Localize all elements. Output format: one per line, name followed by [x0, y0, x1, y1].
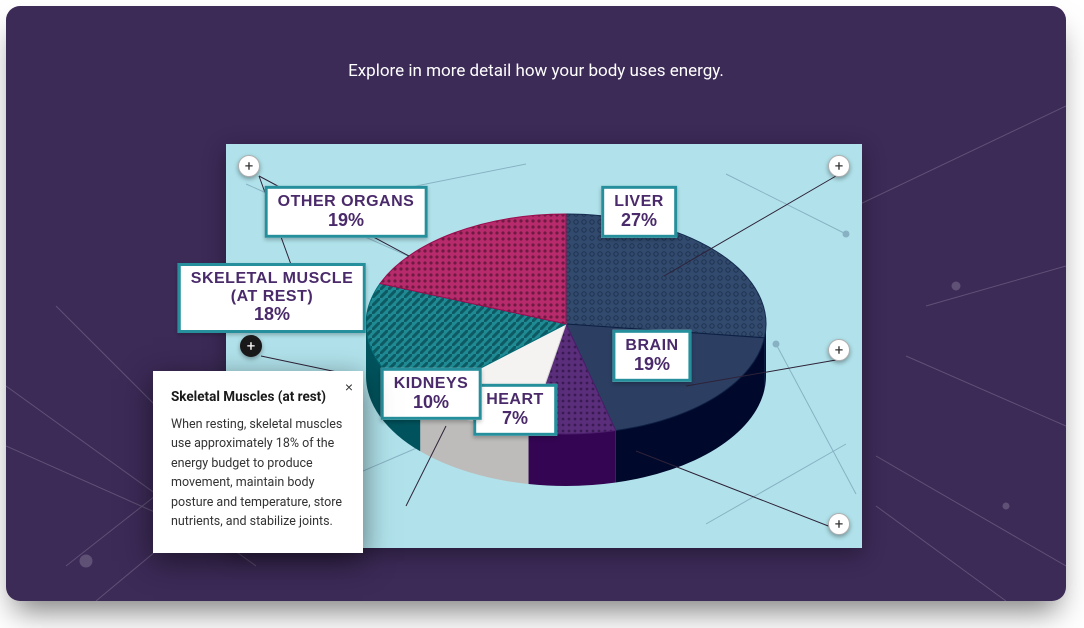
slice-label-name: OTHER ORGANS [278, 193, 415, 211]
hotspot-top_left[interactable]: + [238, 155, 260, 177]
slice-label-name: SKELETAL MUSCLE (AT REST) [191, 270, 353, 305]
hotspot-bot_right[interactable]: + [828, 513, 850, 535]
infographic-frame: Explore in more detail how your body use… [6, 6, 1066, 601]
tooltip-title: Skeletal Muscles (at rest) [171, 389, 345, 405]
slice-label-pct: 10% [394, 392, 469, 412]
slice-label-name: BRAIN [625, 337, 678, 355]
slice-label-brain: BRAIN19% [612, 330, 691, 382]
hotspot-top_right[interactable]: + [828, 155, 850, 177]
page-title: Explore in more detail how your body use… [6, 61, 1066, 81]
slice-label-kidneys: KIDNEYS10% [381, 368, 482, 420]
slice-label-muscle: SKELETAL MUSCLE (AT REST)18% [178, 263, 366, 333]
slice-label-pct: 19% [625, 354, 678, 374]
slice-label-pct: 19% [278, 210, 415, 230]
slice-label-liver: LIVER27% [601, 186, 677, 238]
slice-label-pct: 7% [486, 408, 544, 428]
slice-label-name: HEART [486, 391, 544, 409]
pie-chart [356, 194, 776, 494]
hotspot-muscle_open[interactable]: + [240, 335, 262, 357]
slice-label-other: OTHER ORGANS19% [265, 186, 428, 238]
pie-side-heart [529, 431, 616, 486]
tooltip-body: When resting, skeletal muscles use appro… [171, 415, 345, 531]
slice-label-name: LIVER [614, 193, 664, 211]
slice-label-pct: 27% [614, 210, 664, 230]
close-icon[interactable]: × [345, 379, 353, 395]
hotspot-mid_right[interactable]: + [828, 339, 850, 361]
slice-label-heart: HEART7% [473, 384, 557, 436]
tooltip-skeletal-muscles: × Skeletal Muscles (at rest) When restin… [153, 371, 363, 553]
slice-label-pct: 18% [191, 305, 353, 325]
slice-label-name: KIDNEYS [394, 375, 469, 393]
